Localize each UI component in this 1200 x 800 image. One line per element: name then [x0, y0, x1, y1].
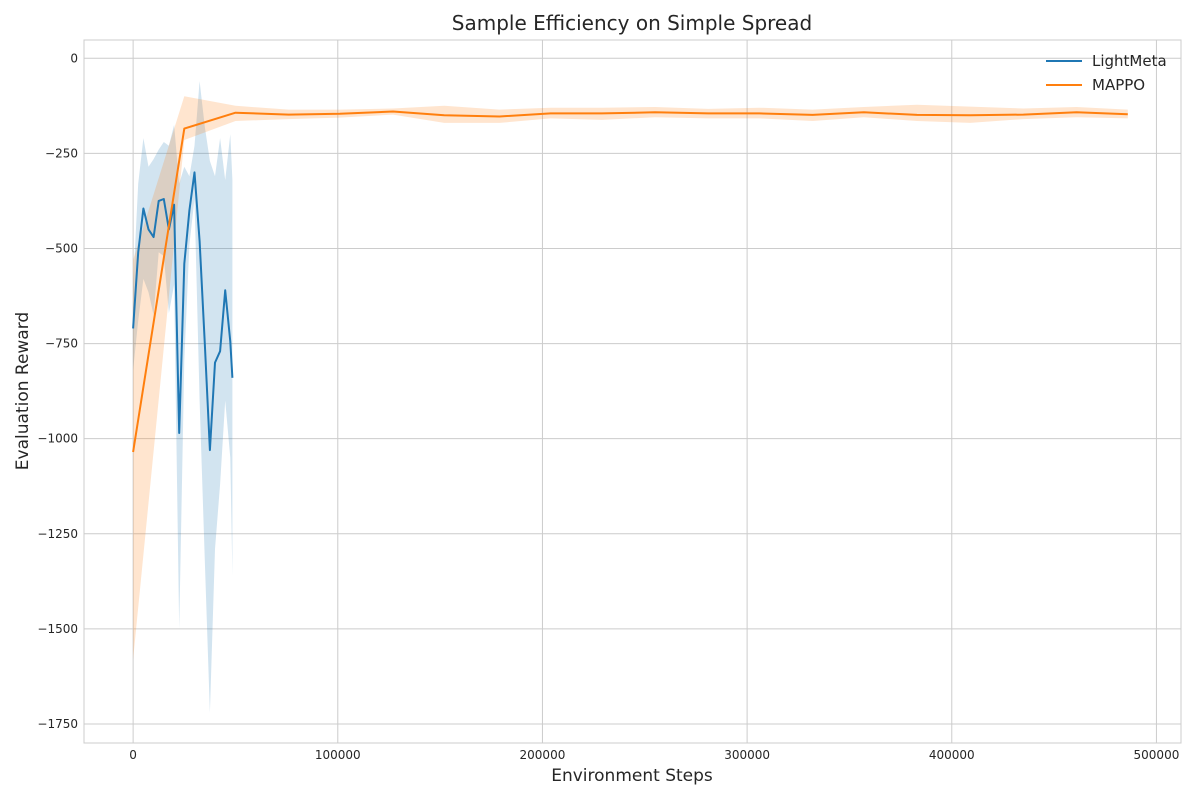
- y-tick-label: −1250: [37, 527, 78, 541]
- x-tick-label: 500000: [1134, 748, 1180, 762]
- x-tick-label: 400000: [929, 748, 975, 762]
- chart-title: Sample Efficiency on Simple Spread: [452, 11, 812, 35]
- x-tick-label: 200000: [520, 748, 566, 762]
- legend: LightMeta MAPPO: [1046, 52, 1167, 94]
- y-tick-label: −250: [45, 146, 78, 160]
- series-lines: [132, 110, 1128, 453]
- y-tick-label: −1500: [37, 622, 78, 636]
- x-tick-label: 300000: [724, 748, 770, 762]
- tick-labels: 0 100000 200000 300000 400000 500000 0 −250 −500…: [37, 51, 1179, 762]
- x-tick-label: 0: [129, 748, 137, 762]
- y-tick-label: −500: [45, 241, 78, 255]
- band-lightmeta: [133, 81, 233, 713]
- x-axis-label: Environment Steps: [551, 766, 713, 786]
- band-mappo: [133, 96, 1128, 660]
- line-lightmeta: [132, 171, 234, 452]
- y-axis-label: Evaluation Reward: [13, 312, 33, 470]
- grid-layer: [84, 40, 1181, 743]
- y-tick-label: −750: [45, 337, 78, 351]
- legend-label-lightmeta: LightMeta: [1092, 52, 1167, 70]
- legend-label-mappo: MAPPO: [1092, 76, 1145, 94]
- y-tick-label: −1750: [37, 717, 78, 731]
- y-tick-label: −1000: [37, 432, 78, 446]
- plot-frame: [83, 39, 1182, 744]
- confidence-bands: [133, 81, 1128, 713]
- y-tick-label: 0: [70, 51, 78, 65]
- line-mappo: [132, 110, 1128, 453]
- x-tick-label: 100000: [315, 748, 361, 762]
